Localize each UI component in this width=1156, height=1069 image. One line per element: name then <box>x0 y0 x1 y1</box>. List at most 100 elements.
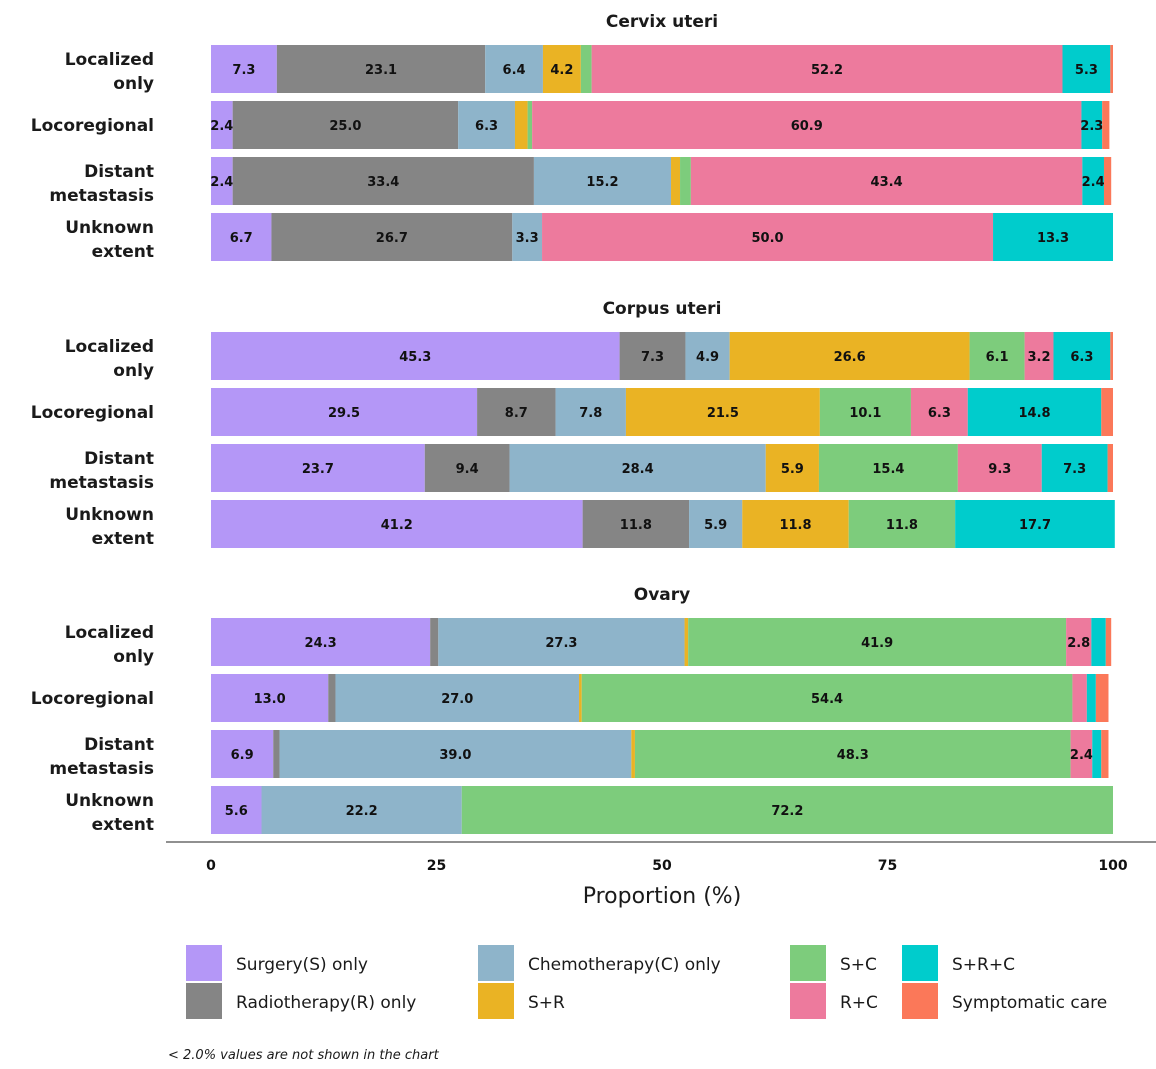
bar-segment-corpus-uteri-distant-metastasis-surgery-s-only <box>211 444 425 492</box>
bar-segment-ovary-locoregional-s-r <box>579 674 582 722</box>
data-label-corpus-uteri-locoregional-s-r-c: 14.8 <box>1018 406 1050 421</box>
bar-segment-ovary-distant-metastasis-s-r <box>631 730 635 778</box>
data-label-ovary-unknown-extent-surgery-s-only: 5.6 <box>225 804 248 819</box>
bar-segment-corpus-uteri-locoregional-symptomatic-care <box>1101 388 1113 436</box>
data-label-corpus-uteri-locoregional-s-r: 21.5 <box>707 406 739 421</box>
legend-label-r-c: R+C <box>840 993 878 1013</box>
bar-segment-cervix-uteri-distant-metastasis-radiotherapy-r-only <box>232 157 534 205</box>
data-label-ovary-distant-metastasis-r-c: 2.4 <box>1070 748 1093 763</box>
data-label-corpus-uteri-distant-metastasis-surgery-s-only: 23.7 <box>302 462 334 477</box>
data-label-ovary-locoregional-chemotherapy-c-only: 27.0 <box>441 692 473 707</box>
x-tick-label-25: 25 <box>427 858 446 874</box>
data-label-corpus-uteri-distant-metastasis-radiotherapy-r-only: 9.4 <box>456 462 479 477</box>
data-label-corpus-uteri-distant-metastasis-s-c: 15.4 <box>872 462 904 477</box>
bar-segment-corpus-uteri-unknown-extent-radiotherapy-r-only <box>582 500 690 548</box>
data-label-corpus-uteri-unknown-extent-chemotherapy-c-only: 5.9 <box>704 518 727 533</box>
bar-segment-cervix-uteri-locoregional-r-c <box>532 101 1082 149</box>
row-label-ovary-localized-only: Localized only <box>65 623 154 667</box>
bar-segment-ovary-localized-only-symptomatic-care <box>1105 618 1112 666</box>
data-label-corpus-uteri-unknown-extent-s-c: 11.8 <box>886 518 918 533</box>
legend-label-surgery-s-only: Surgery(S) only <box>236 955 368 975</box>
bar-segment-cervix-uteri-locoregional-s-c <box>527 101 533 149</box>
row-label-ovary-locoregional: Locoregional <box>31 689 154 709</box>
bar-segment-ovary-locoregional-r-c <box>1072 674 1087 722</box>
bar-segment-ovary-locoregional-symptomatic-care <box>1095 674 1109 722</box>
bar-segment-ovary-localized-only-surgery-s-only <box>211 618 431 666</box>
bar-segment-ovary-localized-only-s-c <box>688 618 1067 666</box>
data-label-corpus-uteri-localized-only-radiotherapy-r-only: 7.3 <box>641 350 664 365</box>
data-label-ovary-distant-metastasis-surgery-s-only: 6.9 <box>231 748 254 763</box>
data-label-ovary-locoregional-s-c: 54.4 <box>811 692 843 707</box>
data-label-corpus-uteri-localized-only-s-c: 6.1 <box>986 350 1009 365</box>
data-label-cervix-uteri-locoregional-chemotherapy-c-only: 6.3 <box>475 119 498 134</box>
bar-segment-cervix-uteri-localized-only-r-c <box>591 45 1063 93</box>
data-label-ovary-localized-only-s-c: 41.9 <box>861 636 893 651</box>
data-label-corpus-uteri-distant-metastasis-chemotherapy-c-only: 28.4 <box>622 462 654 477</box>
bar-segment-ovary-locoregional-surgery-s-only <box>211 674 329 722</box>
data-label-ovary-unknown-extent-chemotherapy-c-only: 22.2 <box>346 804 378 819</box>
data-label-corpus-uteri-localized-only-chemotherapy-c-only: 4.9 <box>696 350 719 365</box>
data-label-cervix-uteri-localized-only-s-r-c: 5.3 <box>1075 63 1098 78</box>
bar-segment-corpus-uteri-unknown-extent-chemotherapy-c-only <box>689 500 743 548</box>
bar-segment-corpus-uteri-locoregional-surgery-s-only <box>211 388 478 436</box>
bar-segment-cervix-uteri-distant-metastasis-s-r <box>671 157 681 205</box>
panel-title-cervix-uteri: Cervix uteri <box>606 12 718 32</box>
x-axis-title: Proportion (%) <box>583 884 742 909</box>
bar-segment-ovary-localized-only-r-c <box>1066 618 1092 666</box>
data-label-cervix-uteri-localized-only-chemotherapy-c-only: 6.4 <box>503 63 526 78</box>
data-label-corpus-uteri-unknown-extent-surgery-s-only: 41.2 <box>381 518 413 533</box>
bar-segment-cervix-uteri-unknown-extent-chemotherapy-c-only <box>512 213 543 261</box>
legend-swatch-r-c <box>790 983 826 1019</box>
bar-segment-corpus-uteri-localized-only-symptomatic-care <box>1110 332 1113 380</box>
row-label-ovary-unknown-extent: Unknown extent <box>65 791 154 835</box>
bar-segment-corpus-uteri-unknown-extent-s-r-c <box>955 500 1115 548</box>
data-label-cervix-uteri-locoregional-r-c: 60.9 <box>791 119 823 134</box>
bar-segment-cervix-uteri-unknown-extent-r-c <box>542 213 994 261</box>
bar-segment-corpus-uteri-localized-only-r-c <box>1024 332 1054 380</box>
bar-segment-cervix-uteri-localized-only-s-c <box>580 45 592 93</box>
row-label-cervix-uteri-unknown-extent: Unknown extent <box>65 218 154 262</box>
x-tick-label-75: 75 <box>878 858 897 874</box>
bar-segment-cervix-uteri-distant-metastasis-s-r-c <box>1082 157 1104 205</box>
data-label-ovary-localized-only-r-c: 2.8 <box>1067 636 1090 651</box>
bar-segment-cervix-uteri-distant-metastasis-surgery-s-only <box>211 157 233 205</box>
bar-segment-ovary-distant-metastasis-r-c <box>1070 730 1093 778</box>
bar-segment-cervix-uteri-distant-metastasis-r-c <box>690 157 1083 205</box>
bar-segment-corpus-uteri-localized-only-s-r-c <box>1053 332 1111 380</box>
legend-label-radiotherapy-r-only: Radiotherapy(R) only <box>236 993 416 1013</box>
bar-segment-cervix-uteri-localized-only-symptomatic-care <box>1110 45 1113 93</box>
bar-segment-corpus-uteri-locoregional-s-c <box>819 388 911 436</box>
bar-segment-corpus-uteri-localized-only-s-c <box>969 332 1025 380</box>
x-tick-label-100: 100 <box>1098 858 1127 874</box>
data-label-corpus-uteri-locoregional-surgery-s-only: 29.5 <box>328 406 360 421</box>
bar-segment-ovary-unknown-extent-chemotherapy-c-only <box>261 786 462 834</box>
legend-label-s-r-c: S+R+C <box>952 955 1015 975</box>
bar-segment-cervix-uteri-locoregional-s-r-c <box>1081 101 1103 149</box>
bar-segment-corpus-uteri-unknown-extent-surgery-s-only <box>211 500 583 548</box>
bar-segment-cervix-uteri-unknown-extent-radiotherapy-r-only <box>271 213 513 261</box>
bar-segment-corpus-uteri-locoregional-s-r-c <box>967 388 1102 436</box>
data-label-corpus-uteri-localized-only-surgery-s-only: 45.3 <box>399 350 431 365</box>
bar-segment-cervix-uteri-localized-only-radiotherapy-r-only <box>276 45 486 93</box>
bar-segment-cervix-uteri-unknown-extent-s-r-c <box>993 213 1113 261</box>
data-label-corpus-uteri-locoregional-s-c: 10.1 <box>849 406 881 421</box>
data-label-cervix-uteri-locoregional-s-r-c: 2.3 <box>1080 119 1103 134</box>
bar-segment-ovary-distant-metastasis-s-r-c <box>1092 730 1102 778</box>
legend-swatch-s-c <box>790 945 826 981</box>
bar-segment-cervix-uteri-locoregional-s-r <box>514 101 528 149</box>
data-label-cervix-uteri-localized-only-radiotherapy-r-only: 23.1 <box>365 63 397 78</box>
bar-segment-corpus-uteri-distant-metastasis-s-r-c <box>1041 444 1108 492</box>
bar-segment-corpus-uteri-locoregional-s-r <box>625 388 820 436</box>
data-label-corpus-uteri-locoregional-chemotherapy-c-only: 7.8 <box>579 406 602 421</box>
bar-segment-corpus-uteri-distant-metastasis-radiotherapy-r-only <box>424 444 510 492</box>
x-tick-label-50: 50 <box>652 858 672 874</box>
data-label-corpus-uteri-distant-metastasis-s-r-c: 7.3 <box>1063 462 1086 477</box>
panel-title-ovary: Ovary <box>634 585 690 605</box>
bar-segment-corpus-uteri-unknown-extent-s-c <box>848 500 956 548</box>
bar-segment-corpus-uteri-distant-metastasis-chemotherapy-c-only <box>509 444 766 492</box>
bar-segment-corpus-uteri-localized-only-surgery-s-only <box>211 332 620 380</box>
bar-segment-cervix-uteri-locoregional-chemotherapy-c-only <box>458 101 515 149</box>
data-label-ovary-distant-metastasis-s-c: 48.3 <box>837 748 869 763</box>
bar-segment-cervix-uteri-locoregional-radiotherapy-r-only <box>232 101 459 149</box>
